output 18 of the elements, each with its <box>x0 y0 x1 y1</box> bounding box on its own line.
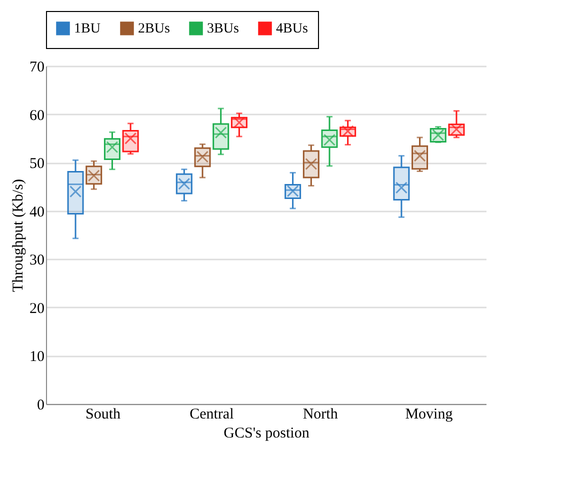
x-tick-label: Moving <box>405 406 454 422</box>
y-tick-label: 0 <box>37 398 44 414</box>
y-tick-label: 60 <box>30 108 44 124</box>
y-tick-label: 20 <box>30 300 44 317</box>
legend-label: 2BUs <box>138 21 170 36</box>
x-tick-label: South <box>86 406 122 422</box>
y-tick-label: 70 <box>30 60 44 76</box>
legend-label: 1BU <box>74 21 100 36</box>
y-tick-label: 50 <box>30 156 44 172</box>
y-tick-label: 30 <box>30 252 44 269</box>
x-axis-title: GCS's postion <box>224 426 310 442</box>
legend-label: 3BUs <box>207 21 239 36</box>
legend-label: 4BUs <box>276 21 308 36</box>
x-tick-label: Central <box>190 406 234 422</box>
y-axis-title: Throughput (Kb/s) <box>10 179 26 292</box>
y-tick-label: 40 <box>30 204 44 220</box>
x-tick-label: North <box>302 406 338 422</box>
y-tick-label: 10 <box>30 349 44 366</box>
